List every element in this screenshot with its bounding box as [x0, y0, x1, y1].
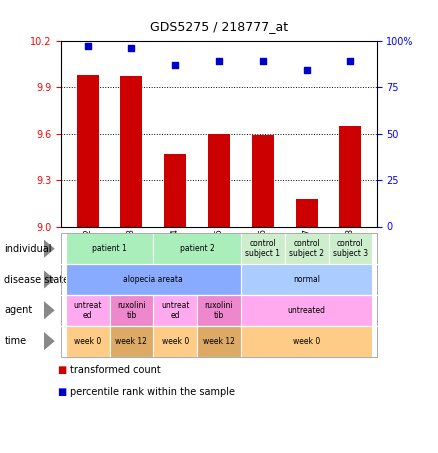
Bar	[120, 77, 142, 226]
Text: patient 2: patient 2	[180, 244, 215, 253]
Text: disease state: disease state	[4, 275, 70, 284]
Point	[128, 44, 135, 52]
Point	[215, 58, 223, 65]
Text: ruxolini
tib: ruxolini tib	[117, 301, 146, 320]
Text: individual: individual	[4, 244, 52, 254]
Polygon shape	[44, 270, 55, 289]
Point	[259, 58, 266, 65]
Text: agent: agent	[4, 305, 32, 315]
Text: alopecia areata: alopecia areata	[124, 275, 183, 284]
Text: GDS5275 / 218777_at: GDS5275 / 218777_at	[150, 20, 288, 34]
Point	[347, 58, 354, 65]
Text: transformed count: transformed count	[70, 365, 161, 375]
Text: control
subject 3: control subject 3	[333, 239, 368, 258]
Point	[303, 67, 310, 74]
Point	[84, 43, 91, 50]
Text: untreat
ed: untreat ed	[161, 301, 190, 320]
Polygon shape	[44, 240, 55, 258]
Text: time: time	[4, 336, 27, 346]
Text: week 12: week 12	[203, 337, 235, 346]
Text: ruxolini
tib: ruxolini tib	[205, 301, 233, 320]
Polygon shape	[44, 301, 55, 319]
Text: percentile rank within the sample: percentile rank within the sample	[70, 387, 235, 397]
Text: week 12: week 12	[116, 337, 147, 346]
Bar	[77, 75, 99, 226]
Text: control
subject 1: control subject 1	[245, 239, 280, 258]
Bar	[164, 154, 186, 226]
Bar	[252, 135, 274, 226]
Text: control
subject 2: control subject 2	[289, 239, 324, 258]
Text: untreated: untreated	[288, 306, 325, 315]
Text: week 0: week 0	[293, 337, 320, 346]
Bar	[296, 199, 318, 226]
Polygon shape	[44, 332, 55, 350]
Point	[172, 61, 179, 68]
Text: week 0: week 0	[162, 337, 189, 346]
Text: patient 1: patient 1	[92, 244, 127, 253]
Text: ■: ■	[57, 365, 66, 375]
Bar	[339, 126, 361, 226]
Text: ■: ■	[57, 387, 66, 397]
Text: week 0: week 0	[74, 337, 101, 346]
Text: normal: normal	[293, 275, 320, 284]
Text: untreat
ed: untreat ed	[73, 301, 102, 320]
Bar	[208, 134, 230, 226]
